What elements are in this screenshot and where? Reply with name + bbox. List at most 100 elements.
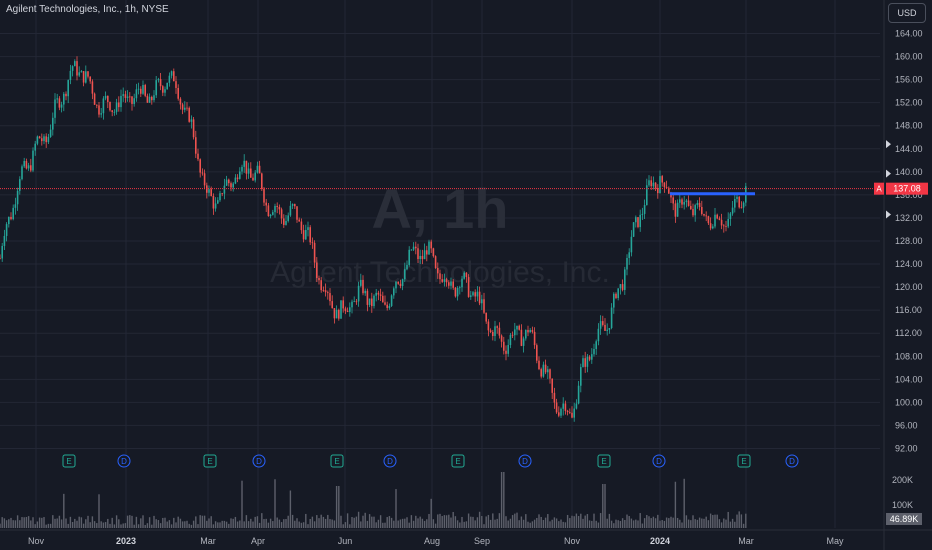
candle-body	[30, 165, 32, 171]
candle-body	[67, 80, 69, 97]
volume-bar	[573, 516, 575, 528]
candle-body	[318, 278, 320, 281]
candle-body	[742, 202, 745, 208]
candle-body	[129, 96, 131, 98]
candle-body	[230, 183, 232, 188]
candle-body	[470, 295, 472, 297]
volume-bar	[549, 521, 551, 528]
candle-body	[729, 213, 732, 220]
price-marker-arrow-icon[interactable]	[886, 210, 891, 219]
volume-bar	[670, 516, 672, 528]
earnings-event-icon[interactable]: E	[330, 454, 344, 468]
candle-body	[283, 218, 285, 225]
candle-body	[500, 335, 503, 342]
volume-bar	[269, 518, 272, 528]
candle-body	[254, 172, 256, 181]
volume-bar	[351, 517, 353, 528]
price-axis[interactable]: 164.00 160.00 156.00 152.00 148.00 144.00 140.…	[874, 0, 928, 550]
volume-bar	[527, 521, 529, 528]
candle-body	[437, 268, 439, 274]
volume-bar	[274, 479, 276, 528]
volume-bar	[199, 515, 201, 528]
candle-body	[179, 98, 182, 105]
candle-body	[60, 104, 63, 108]
volume-bar	[718, 519, 721, 528]
dividend-event-icon[interactable]: D	[117, 454, 131, 468]
volume-bar	[467, 513, 470, 528]
candle-body	[353, 301, 355, 303]
candle-body	[327, 292, 329, 294]
candle-body	[503, 341, 505, 351]
volume-bar	[445, 515, 448, 528]
price-tick-label: 116.00	[895, 305, 922, 315]
candle-body	[210, 189, 212, 196]
price-tick-label: 140.00	[895, 167, 923, 177]
volume-bar	[696, 519, 699, 528]
volume-bar	[241, 480, 243, 528]
volume-bar	[43, 517, 45, 528]
candle-body	[43, 136, 45, 142]
volume-bar	[294, 520, 296, 528]
volume-bar	[340, 515, 342, 528]
candle-body	[727, 219, 729, 227]
candle-body	[448, 282, 450, 286]
volume-bar	[694, 519, 696, 528]
volume-bar	[621, 518, 624, 528]
volume-bar	[668, 518, 670, 528]
candle-body	[41, 138, 43, 142]
candle-body	[362, 279, 364, 294]
candle-body	[738, 196, 740, 208]
candle-body	[184, 107, 186, 110]
volume-bar	[30, 520, 32, 528]
candle-body	[687, 200, 690, 206]
volume-bar	[32, 517, 34, 528]
earnings-event-icon[interactable]: E	[737, 454, 751, 468]
candle-body	[212, 195, 215, 209]
volume-bar	[729, 521, 732, 528]
volume-bar	[85, 519, 87, 528]
price-marker-arrow-icon[interactable]	[886, 169, 891, 178]
candle-body	[157, 79, 160, 81]
currency-button[interactable]: USD	[888, 3, 926, 23]
price-marker-arrow-icon[interactable]	[886, 140, 891, 149]
volume-bar	[232, 518, 234, 528]
candle-body	[505, 350, 507, 354]
event-badge-shape	[785, 454, 799, 468]
volume-bar	[87, 515, 89, 528]
candle-body	[652, 182, 655, 187]
time-axis[interactable]: Nov 2023 Mar Apr Jun Aug Sep Nov 2024 Mar May	[0, 529, 932, 546]
volume-bar	[712, 515, 714, 528]
candle-body	[617, 288, 619, 299]
candle-body	[412, 246, 415, 250]
earnings-event-icon[interactable]: E	[203, 454, 217, 468]
earnings-event-icon[interactable]: E	[62, 454, 76, 468]
volume-bar	[214, 521, 217, 528]
dividend-event-icon[interactable]: D	[518, 454, 532, 468]
candle-body	[269, 214, 272, 217]
volume-bar	[91, 516, 94, 528]
volume-bar	[159, 523, 162, 528]
candle-body	[624, 269, 626, 290]
earnings-event-icon[interactable]: E	[451, 454, 465, 468]
earnings-event-icon[interactable]: E	[597, 454, 611, 468]
dividend-event-icon[interactable]: D	[252, 454, 266, 468]
candle-body	[558, 412, 560, 416]
candle-body	[113, 111, 116, 113]
dividend-event-icon[interactable]: D	[652, 454, 666, 468]
volume-bar	[434, 523, 437, 528]
volume-bar	[679, 519, 681, 528]
dividend-event-icon[interactable]: D	[785, 454, 799, 468]
volume-bar	[595, 520, 597, 528]
candle-body	[577, 385, 580, 404]
event-badge-shape	[62, 454, 76, 468]
volume-bar	[487, 514, 490, 528]
volume-bar	[93, 521, 96, 528]
candle-body	[311, 242, 314, 244]
dividend-event-icon[interactable]: D	[383, 454, 397, 468]
candle-body	[307, 227, 309, 230]
volume-bar	[177, 516, 179, 528]
candle-body	[333, 308, 336, 319]
